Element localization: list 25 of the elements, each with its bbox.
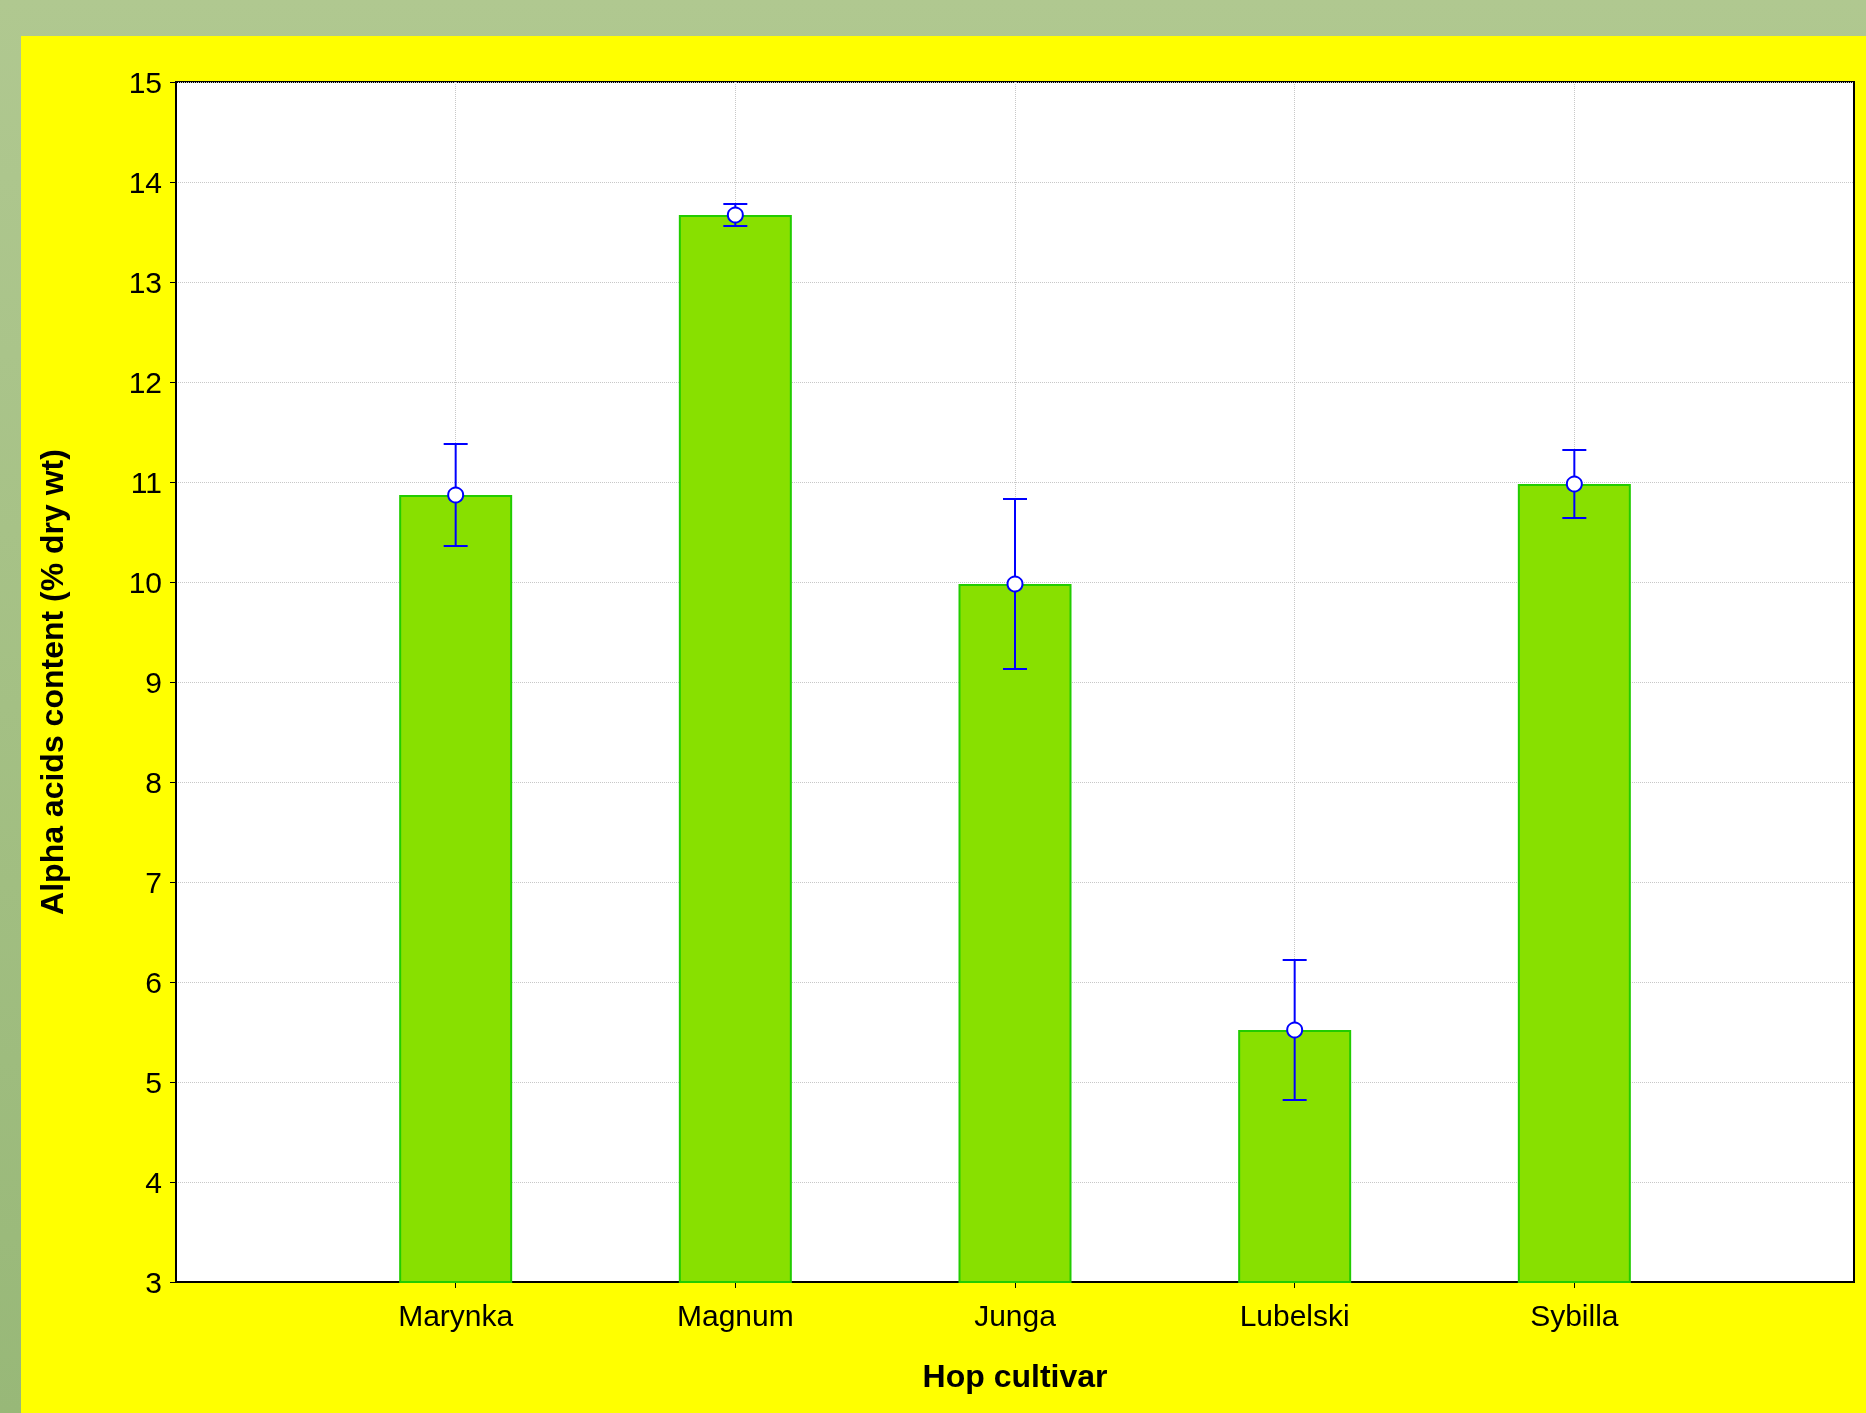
y-tick-label: 11 xyxy=(130,465,162,499)
point xyxy=(447,486,465,504)
x-tick-label: Sybilla xyxy=(1530,1298,1619,1332)
y-tick-label: 5 xyxy=(145,1065,162,1099)
y-axis-title: Alpha acids content (% dry wt) xyxy=(34,449,70,915)
y-tick-label: 15 xyxy=(128,65,162,99)
y-tick-label: 10 xyxy=(128,565,162,599)
point xyxy=(1565,475,1583,493)
y-tick-label: 6 xyxy=(145,965,162,999)
point xyxy=(726,206,744,224)
x-tick-label: Magnum xyxy=(676,1298,794,1332)
y-tick-label: 8 xyxy=(145,765,162,799)
y-tick-label: 7 xyxy=(145,865,162,899)
y-tick-label: 12 xyxy=(128,365,162,399)
y-tick-label: 14 xyxy=(128,165,162,199)
x-axis-title: Hop cultivar xyxy=(922,1358,1108,1394)
y-tick-label: 4 xyxy=(145,1165,162,1199)
y-tick-label: 9 xyxy=(145,665,162,699)
x-tick-label: Junga xyxy=(974,1298,1057,1332)
x-tick-label: Lubelski xyxy=(1239,1298,1350,1332)
point xyxy=(1286,1021,1304,1039)
y-tick-label: 13 xyxy=(128,265,162,299)
point xyxy=(1006,575,1024,593)
y-tick-label: 3 xyxy=(145,1265,162,1299)
x-tick-label: Marynka xyxy=(398,1298,514,1332)
